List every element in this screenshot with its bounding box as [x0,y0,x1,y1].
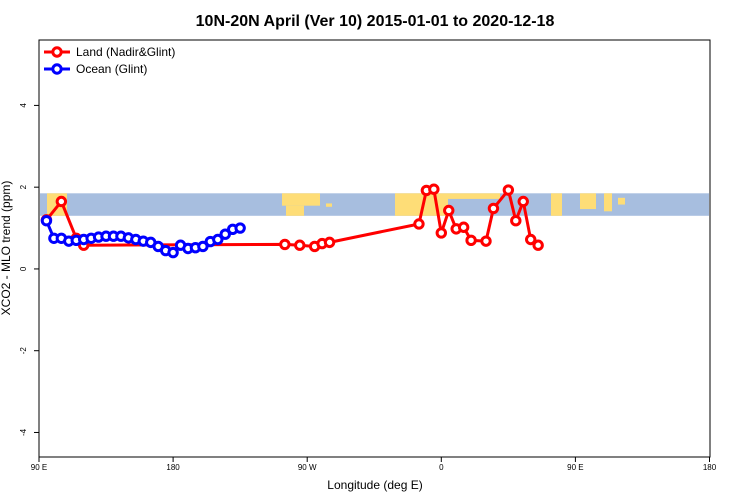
data-point [443,204,455,217]
map-land [604,193,612,212]
data-point [487,202,500,215]
map-land [618,197,625,205]
map-land [580,193,596,210]
data-point [197,240,209,253]
series-ocean [40,215,246,259]
map-land [282,193,320,206]
y-axis: 4 2 0 -2 -4 [19,103,39,436]
data-point [294,239,306,251]
data-point [510,215,522,227]
legend: Land (Nadir&Glint) Ocean (Glint) [44,45,175,76]
x-tick-label: 90 W [298,463,317,472]
map-land [286,205,304,216]
legend-label-ocean: Ocean (Glint) [76,62,147,76]
data-point [219,228,231,240]
y-tick-label: 2 [19,184,28,189]
map-land [326,203,332,207]
map-ocean [40,193,709,216]
x-tick-label: 180 [703,463,717,472]
y-tick-label: -4 [19,428,28,436]
y-tick-label: -2 [19,347,28,355]
data-point [435,227,447,239]
x-axis-label: Longitude (deg E) [327,478,422,492]
y-axis-label: XCO2 - MLO trend (ppm) [0,181,13,316]
x-tick-label: 90 E [31,463,47,472]
data-point [40,215,53,227]
data-point [517,195,529,208]
data-point [413,218,425,230]
data-point [465,234,477,247]
data-point [502,184,515,196]
data-point [212,233,224,246]
legend-marker-land [51,46,63,58]
data-point [532,239,544,251]
legend-item-land: Land (Nadir&Glint) [44,45,175,59]
data-point [457,221,470,233]
series-layer [40,183,544,259]
series-land [40,183,544,253]
legend-label-land: Land (Nadir&Glint) [76,45,175,59]
y-tick-label: 4 [19,103,28,108]
data-point [167,246,179,259]
data-point [323,236,336,249]
y-tick-label: 0 [19,266,28,271]
x-axis: 90 E 180 90 W 0 90 E 180 [31,457,717,472]
background-map-band [40,193,709,216]
data-point [480,235,492,247]
x-tick-label: 180 [166,463,180,472]
legend-marker-ocean [51,63,63,75]
data-point [428,183,440,195]
data-point [234,222,246,234]
x-tick-label: 0 [439,463,444,472]
plot-frame [38,39,711,458]
legend-item-ocean: Ocean (Glint) [44,62,147,76]
map-land [448,193,500,199]
data-point [55,195,68,208]
chart-title: 10N-20N April (Ver 10) 2015-01-01 to 202… [196,13,555,30]
data-point [279,238,291,251]
map-land [551,193,562,216]
x-tick-label: 90 E [567,463,583,472]
data-point [525,233,537,246]
